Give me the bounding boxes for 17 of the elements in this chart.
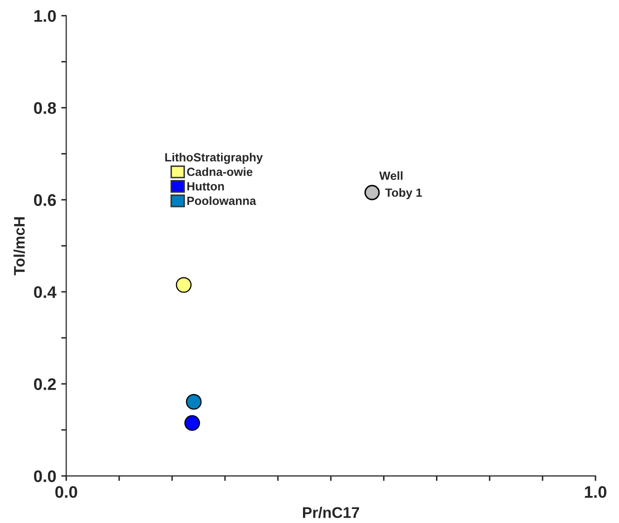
- y-tick-label: 0.0: [34, 470, 56, 482]
- legend-label: Cadna-owie: [187, 167, 252, 176]
- point: [176, 277, 192, 293]
- x-axis-title: Pr/nC17: [303, 506, 360, 518]
- annotation: Toby 1: [385, 188, 422, 200]
- legend-label: Poolowanna: [187, 196, 256, 206]
- y-tick-label: 1.0: [34, 10, 56, 22]
- y-axis-title: Tol/mcH: [14, 217, 25, 276]
- y-tick-label: 0.6: [34, 194, 56, 206]
- y-tick-label: 0.8: [34, 102, 56, 114]
- legend-title: LithoStratigraphy: [165, 152, 263, 164]
- annotation: Well: [379, 171, 402, 180]
- y-tick-label: 0.2: [34, 378, 56, 390]
- point: [184, 415, 200, 431]
- legend-label: Hutton: [187, 182, 224, 191]
- y-tick-label: 0.4: [34, 286, 56, 298]
- point: [186, 394, 202, 410]
